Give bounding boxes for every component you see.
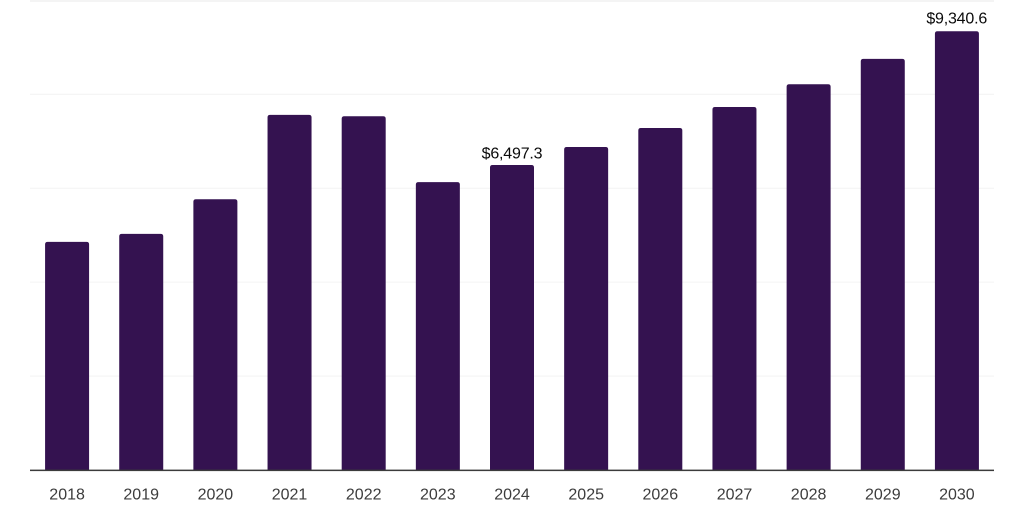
svg-text:2018: 2018	[49, 487, 85, 504]
svg-text:2025: 2025	[568, 487, 604, 504]
svg-text:2027: 2027	[717, 487, 753, 504]
svg-text:2022: 2022	[346, 487, 382, 504]
svg-text:2021: 2021	[272, 487, 308, 504]
svg-text:2029: 2029	[865, 487, 901, 504]
svg-text:2023: 2023	[420, 487, 456, 504]
svg-text:2028: 2028	[791, 487, 827, 504]
svg-text:2024: 2024	[494, 487, 530, 504]
svg-text:2026: 2026	[643, 487, 679, 504]
svg-text:2030: 2030	[939, 487, 975, 504]
svg-text:$9,340.6: $9,340.6	[926, 10, 987, 27]
svg-text:$6,497.3: $6,497.3	[482, 145, 543, 162]
svg-text:2020: 2020	[198, 487, 234, 504]
svg-text:2019: 2019	[123, 487, 159, 504]
